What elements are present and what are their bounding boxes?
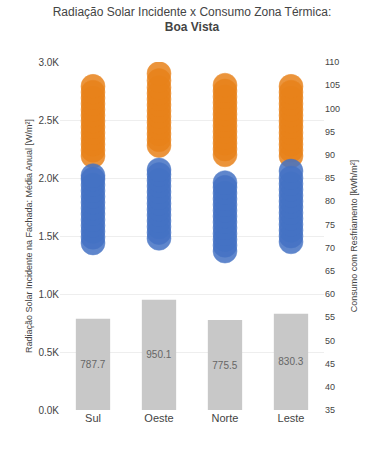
svg-text:45: 45 xyxy=(325,359,335,369)
svg-text:1.0K: 1.0K xyxy=(38,289,59,300)
svg-text:Leste: Leste xyxy=(278,412,305,424)
svg-text:105: 105 xyxy=(325,80,340,90)
svg-text:Radiação Solar Incidente x Con: Radiação Solar Incidente x Consumo Zona … xyxy=(53,5,332,35)
svg-text:Norte: Norte xyxy=(212,412,239,424)
svg-text:65: 65 xyxy=(325,266,335,276)
svg-text:80: 80 xyxy=(325,196,335,206)
svg-text:0.5K: 0.5K xyxy=(38,347,59,358)
svg-text:90: 90 xyxy=(325,150,335,160)
svg-text:0.0K: 0.0K xyxy=(38,405,59,416)
svg-text:830.3: 830.3 xyxy=(278,356,303,367)
svg-text:1.5K: 1.5K xyxy=(38,231,59,242)
svg-text:35: 35 xyxy=(325,405,335,415)
svg-text:Sul: Sul xyxy=(85,412,101,424)
svg-text:40: 40 xyxy=(325,382,335,392)
svg-text:Oeste: Oeste xyxy=(144,412,173,424)
svg-text:2.0K: 2.0K xyxy=(38,173,59,184)
svg-text:60: 60 xyxy=(325,289,335,299)
svg-text:70: 70 xyxy=(325,243,335,253)
svg-text:Radiação Solar Incidente na Fa: Radiação Solar Incidente na Fachada: Méd… xyxy=(24,119,34,353)
svg-text:787.7: 787.7 xyxy=(80,359,105,370)
svg-text:100: 100 xyxy=(325,104,340,114)
svg-text:85: 85 xyxy=(325,173,335,183)
svg-text:75: 75 xyxy=(325,220,335,230)
svg-text:3.0K: 3.0K xyxy=(38,57,59,68)
svg-text:Consumo com Resfriamento [kWh/: Consumo com Resfriamento [kWh/m²] xyxy=(349,160,359,313)
svg-text:2.5K: 2.5K xyxy=(38,115,59,126)
svg-text:95: 95 xyxy=(325,127,335,137)
svg-text:775.5: 775.5 xyxy=(212,360,237,371)
svg-text:50: 50 xyxy=(325,336,335,346)
svg-text:950.1: 950.1 xyxy=(146,349,171,360)
svg-text:55: 55 xyxy=(325,312,335,322)
svg-text:110: 110 xyxy=(325,57,339,67)
